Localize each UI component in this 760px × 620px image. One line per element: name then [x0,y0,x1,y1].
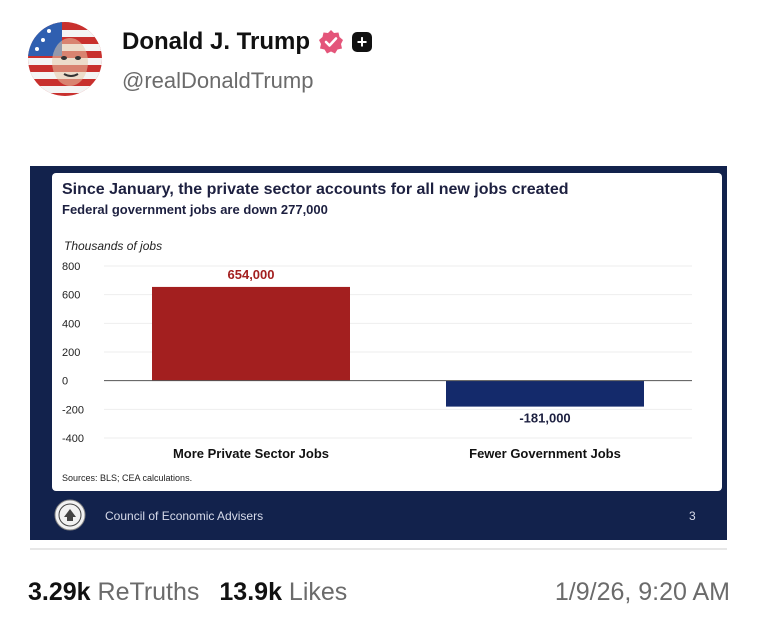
x-category-label: More Private Sector Jobs [173,446,329,461]
avatar-image [28,22,102,96]
chart-panel: 800 600 400 200 0 -200 -400 654,000 More Private… [52,173,722,491]
avatar[interactable] [28,22,102,96]
author-name-row: Donald J. Trump + [122,28,373,56]
chart-title: Since January, the private sector accoun… [62,181,569,198]
chart-subtitle: Federal government jobs are down 277,000 [62,202,328,217]
y-tick-label: 200 [62,347,80,359]
engagement-stats: 3.29k ReTruths 13.9k Likes [28,578,347,607]
data-label: -181,000 [519,411,570,426]
y-tick-label: -400 [62,433,84,445]
y-tick-label: 400 [62,318,80,330]
bar [152,286,350,381]
bar [446,380,644,407]
data-label: 654,000 [228,267,275,282]
divider [30,548,727,550]
y-tick-label: 800 [62,261,80,273]
y-tick-label: -200 [62,404,84,416]
chart-y-axis-label: Thousands of jobs [64,239,163,253]
y-tick-label: 600 [62,290,80,302]
likes-label: Likes [288,578,348,606]
footer-organization: Council of Economic Advisers [105,509,264,523]
plus-icon: + [352,32,373,52]
verified-badge-icon [319,30,344,54]
author-display-name[interactable]: Donald J. Trump [122,28,311,55]
likes-count: 13.9k [219,578,282,606]
x-category-label: Fewer Government Jobs [469,446,621,461]
post-image[interactable]: 800 600 400 200 0 -200 -400 654,000 More Private… [30,166,727,540]
likes-stat[interactable]: 13.9k Likes [219,578,347,607]
retruths-count: 3.29k [28,578,91,606]
y-tick-label: 0 [62,376,68,388]
retruths-stat[interactable]: 3.29k ReTruths [28,578,199,607]
cea-seal-icon [54,499,86,531]
footer-page-number: 3 [689,509,696,523]
retruths-label: ReTruths [97,578,200,606]
author-handle[interactable]: @realDonaldTrump [122,68,314,93]
post-timestamp[interactable]: 1/9/26, 9:20 AM [554,578,730,606]
chart-source-note: Sources: BLS; CEA calculations. [62,473,193,483]
bar-chart: 800 600 400 200 0 -200 -400 654,000 More Private… [62,261,692,461]
